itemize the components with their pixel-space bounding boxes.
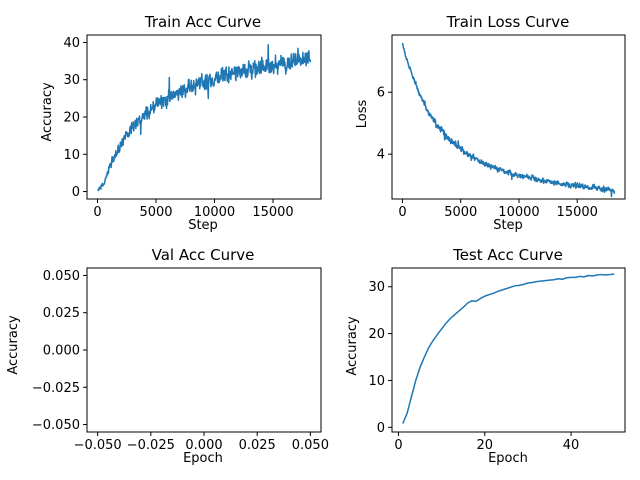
y-tick-label: 6	[377, 86, 385, 101]
axes-frame	[86, 267, 322, 433]
x-tick-label: −0.025	[127, 438, 175, 453]
y-tick-label: 40	[63, 36, 80, 51]
series-line	[97, 44, 312, 192]
x-tick-label: 10000	[498, 205, 539, 220]
y-tick-label: 30	[368, 280, 385, 295]
x-tick-label: 10000	[194, 205, 235, 220]
panel-train-acc: Train Acc Curve Step Accuracy 0 5000 10000…	[40, 13, 322, 233]
x-tick-label: 0.050	[292, 438, 329, 453]
x-tick-label: 0	[93, 205, 101, 220]
x-tick-label: 5000	[444, 205, 477, 220]
y-tick-label: −0.025	[32, 381, 80, 396]
axes-frame	[391, 267, 626, 433]
x-tick-label: 0	[398, 205, 406, 220]
x-tick-label: 5000	[139, 205, 172, 220]
axes-frame	[391, 34, 626, 200]
x-tick-label: 0.025	[239, 438, 276, 453]
y-tick-label: 30	[63, 73, 80, 88]
panel-title: Test Acc Curve	[452, 246, 563, 264]
y-tick-label: 0.050	[43, 269, 80, 284]
panel-title: Train Acc Curve	[144, 13, 261, 31]
y-tick-label: 0.000	[43, 344, 80, 359]
panel-test-acc: Test Acc Curve Epoch Accuracy 0 20 40 0 10 20…	[345, 246, 626, 466]
y-axis-label: Loss	[355, 100, 370, 129]
x-axis-label: Epoch	[488, 451, 528, 466]
x-axis-label: Step	[493, 218, 523, 233]
y-tick-label: 4	[377, 148, 385, 163]
y-tick-label: 0.025	[43, 306, 80, 321]
panel-val-acc: Val Acc Curve Epoch Accuracy −0.050 −0.02…	[6, 246, 329, 466]
series-line	[401, 42, 616, 198]
y-axis-label: Accuracy	[6, 315, 21, 375]
panel-title: Train Loss Curve	[446, 13, 570, 31]
x-tick-label: 0.000	[185, 438, 222, 453]
x-tick-label: 15000	[252, 205, 293, 220]
y-tick-label: 0	[72, 185, 80, 200]
y-tick-label: −0.050	[32, 418, 80, 433]
x-tick-label: 40	[563, 438, 580, 453]
y-tick-label: 10	[63, 148, 80, 163]
panel-train-loss: Train Loss Curve Step Loss 0 5000 10000 150…	[355, 13, 626, 233]
panel-title: Val Acc Curve	[152, 246, 255, 264]
x-axis-label: Epoch	[183, 451, 223, 466]
y-tick-label: 0	[377, 421, 385, 436]
x-tick-label: −0.050	[74, 438, 122, 453]
x-tick-label: 20	[476, 438, 493, 453]
y-tick-label: 10	[368, 374, 385, 389]
x-tick-label: 0	[394, 438, 402, 453]
x-tick-label: 15000	[557, 205, 598, 220]
y-tick-label: 20	[63, 111, 80, 126]
y-tick-label: 20	[368, 327, 385, 342]
y-axis-label: Accuracy	[345, 316, 360, 376]
series-line	[402, 273, 615, 424]
axes-frame	[86, 34, 322, 200]
y-axis-label: Accuracy	[40, 82, 55, 142]
x-axis-label: Step	[188, 218, 218, 233]
